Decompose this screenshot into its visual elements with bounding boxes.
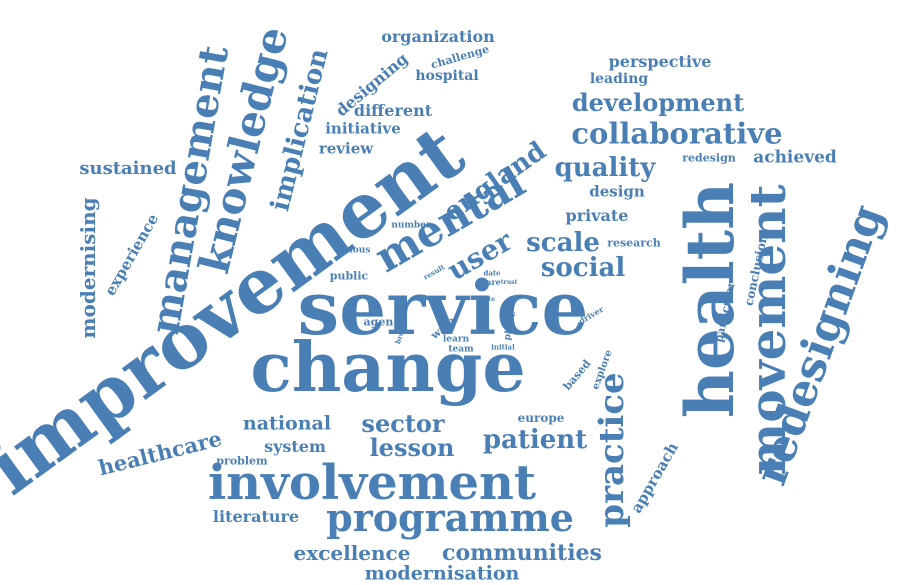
- word-patient: patient: [482, 425, 588, 455]
- word-care: care: [481, 277, 501, 287]
- word-leading: leading: [589, 71, 649, 87]
- word-sector: sector: [361, 409, 445, 438]
- word-programme: programme: [326, 495, 574, 540]
- word-quality: quality: [554, 153, 656, 183]
- word-different: different: [353, 101, 433, 120]
- word-organization: organization: [381, 27, 495, 46]
- word-europe: europe: [517, 411, 565, 425]
- word-research: research: [607, 236, 661, 250]
- word-service: service: [297, 266, 589, 352]
- word-initial: initial: [491, 342, 515, 352]
- word-communities: communities: [442, 540, 602, 566]
- word-based: based: [560, 357, 594, 393]
- word-approach: approach: [627, 439, 682, 517]
- word-scale: scale: [526, 228, 600, 258]
- word-design: design: [589, 182, 645, 201]
- word-perspective: perspective: [608, 52, 712, 71]
- word-number: number: [391, 220, 431, 231]
- word-initiative: initiative: [325, 119, 401, 138]
- word-hospital: hospital: [415, 68, 479, 84]
- word-development: development: [571, 88, 745, 117]
- word-modernising: modernising: [76, 197, 100, 339]
- word-various: various: [333, 245, 371, 256]
- word-redesign: redesign: [682, 151, 736, 165]
- word-sustained: sustained: [79, 158, 177, 179]
- word-date: date: [483, 268, 501, 278]
- word-learn: learn: [442, 334, 470, 345]
- word-social: social: [540, 253, 626, 283]
- word-lesson: lesson: [369, 433, 455, 462]
- word-involvement: involvement: [207, 455, 537, 511]
- word-review: review: [318, 139, 374, 158]
- word-problem: problem: [216, 454, 268, 468]
- word-change: change: [250, 328, 526, 408]
- word-trust: trust: [500, 279, 518, 286]
- word-national: national: [242, 412, 332, 435]
- word-achieved: achieved: [753, 147, 837, 168]
- word-practice: practice: [592, 372, 632, 528]
- word-agent: agent: [363, 315, 399, 329]
- word-private: private: [565, 206, 629, 225]
- word-team: team: [448, 344, 474, 355]
- word-literature: literature: [212, 507, 300, 526]
- word-site: site: [482, 296, 496, 303]
- word-system: system: [264, 437, 326, 456]
- word-challenge: challenge: [429, 42, 491, 72]
- word-excellence: excellence: [293, 541, 411, 565]
- word-collaborative: collaborative: [571, 116, 783, 151]
- word-public: public: [329, 269, 369, 283]
- word-modernisation: modernisation: [364, 562, 520, 585]
